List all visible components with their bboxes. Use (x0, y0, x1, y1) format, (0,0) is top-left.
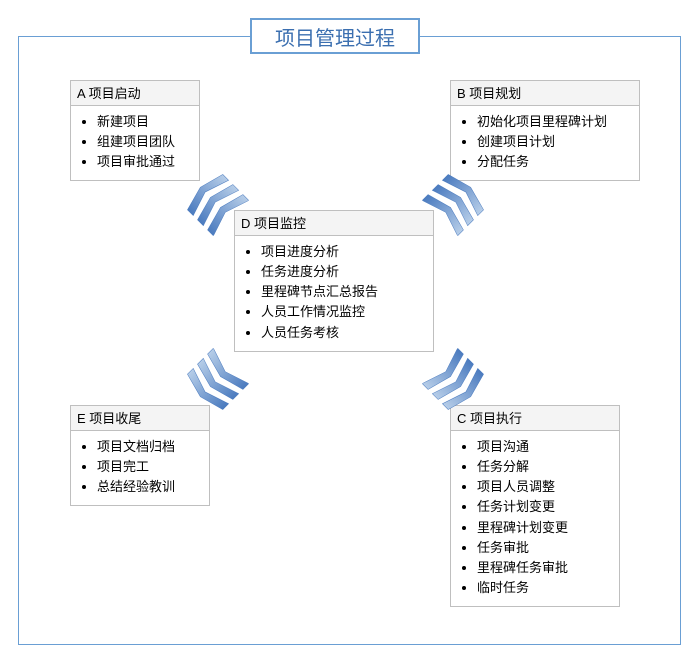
node-d-item: 任务进度分析 (261, 262, 425, 282)
node-b-item: 初始化项目里程碑计划 (477, 112, 631, 132)
node-b-item: 创建项目计划 (477, 132, 631, 152)
diagram-title-text: 项目管理过程 (275, 22, 395, 51)
node-e-header: E 项目收尾 (70, 405, 210, 431)
node-a-item: 组建项目团队 (97, 132, 191, 152)
node-e-item: 项目文档归档 (97, 437, 201, 457)
node-d-item: 项目进度分析 (261, 242, 425, 262)
node-b: B 项目规划初始化项目里程碑计划创建项目计划分配任务 (450, 80, 640, 181)
node-d-header: D 项目监控 (234, 210, 434, 236)
node-c-item: 临时任务 (477, 578, 611, 598)
node-c-item: 项目沟通 (477, 437, 611, 457)
node-c-header: C 项目执行 (450, 405, 620, 431)
node-a-item: 新建项目 (97, 112, 191, 132)
node-d-item: 里程碑节点汇总报告 (261, 282, 425, 302)
node-a-header: A 项目启动 (70, 80, 200, 106)
node-c-item: 任务分解 (477, 457, 611, 477)
node-e-body: 项目文档归档项目完工总结经验教训 (70, 431, 210, 506)
node-a-body: 新建项目组建项目团队项目审批通过 (70, 106, 200, 181)
node-c-item: 里程碑任务审批 (477, 558, 611, 578)
node-e-item: 项目完工 (97, 457, 201, 477)
node-d: D 项目监控项目进度分析任务进度分析里程碑节点汇总报告人员工作情况监控人员任务考… (234, 210, 434, 352)
diagram-canvas: 项目管理过程 A 项目启动新建项目组建项目团队项目审批通过B 项目规划初始化项目… (0, 0, 691, 651)
node-b-item: 分配任务 (477, 152, 631, 172)
node-c-item: 项目人员调整 (477, 477, 611, 497)
node-c-item: 任务审批 (477, 538, 611, 558)
node-e-item: 总结经验教训 (97, 477, 201, 497)
node-d-body: 项目进度分析任务进度分析里程碑节点汇总报告人员工作情况监控人员任务考核 (234, 236, 434, 352)
node-d-item: 人员工作情况监控 (261, 302, 425, 322)
node-b-body: 初始化项目里程碑计划创建项目计划分配任务 (450, 106, 640, 181)
node-c: C 项目执行项目沟通任务分解项目人员调整任务计划变更里程碑计划变更任务审批里程碑… (450, 405, 620, 607)
node-b-header: B 项目规划 (450, 80, 640, 106)
node-c-item: 里程碑计划变更 (477, 518, 611, 538)
diagram-title: 项目管理过程 (250, 18, 420, 54)
node-a-item: 项目审批通过 (97, 152, 191, 172)
node-a: A 项目启动新建项目组建项目团队项目审批通过 (70, 80, 200, 181)
node-d-item: 人员任务考核 (261, 323, 425, 343)
node-c-body: 项目沟通任务分解项目人员调整任务计划变更里程碑计划变更任务审批里程碑任务审批临时… (450, 431, 620, 607)
node-c-item: 任务计划变更 (477, 497, 611, 517)
node-e: E 项目收尾项目文档归档项目完工总结经验教训 (70, 405, 210, 506)
